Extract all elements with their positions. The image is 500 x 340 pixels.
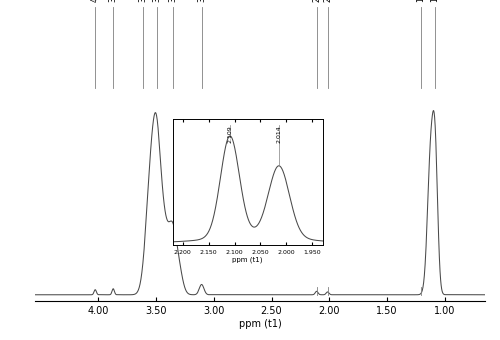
Text: 3.611: 3.611 xyxy=(139,0,148,2)
Text: 2.014: 2.014 xyxy=(276,125,281,143)
Text: 1.083: 1.083 xyxy=(430,0,440,2)
Text: 2.109: 2.109 xyxy=(228,125,232,143)
Text: 3.492: 3.492 xyxy=(152,0,162,2)
Text: 1.205: 1.205 xyxy=(416,0,426,2)
Text: 3.106: 3.106 xyxy=(197,0,206,2)
Text: 4.028: 4.028 xyxy=(90,0,100,2)
Text: 3.872: 3.872 xyxy=(108,0,118,2)
Text: 2.014: 2.014 xyxy=(323,0,332,2)
X-axis label: ppm (t1): ppm (t1) xyxy=(238,319,282,328)
Text: 2.109: 2.109 xyxy=(312,0,321,2)
X-axis label: ppm (t1): ppm (t1) xyxy=(232,256,263,262)
Text: 3.355: 3.355 xyxy=(168,0,177,2)
